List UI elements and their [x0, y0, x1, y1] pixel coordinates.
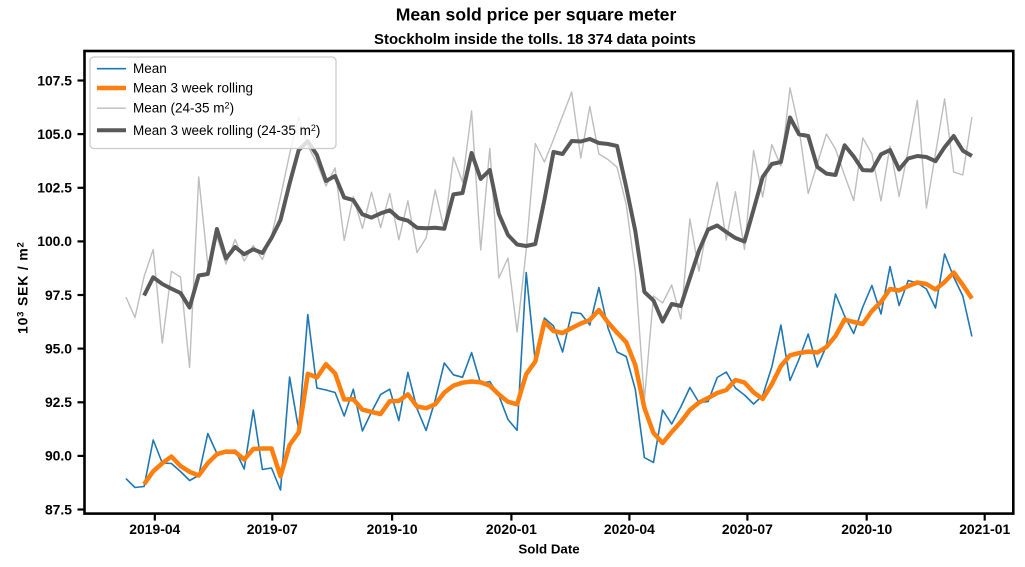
svg-text:97.5: 97.5 [45, 287, 72, 303]
svg-text:Mean 3 week rolling (24-35 m2): Mean 3 week rolling (24-35 m2) [133, 123, 320, 138]
svg-text:95.0: 95.0 [45, 340, 72, 356]
svg-text:Mean sold price per square met: Mean sold price per square meter [396, 5, 677, 25]
svg-text:100.0: 100.0 [37, 233, 72, 249]
svg-text:2019-04: 2019-04 [129, 521, 180, 537]
svg-text:87.5: 87.5 [45, 501, 72, 517]
svg-text:107.5: 107.5 [37, 72, 72, 88]
svg-text:103 SEK / m2: 103 SEK / m2 [15, 241, 31, 334]
svg-text:90.0: 90.0 [45, 448, 72, 464]
svg-text:2020-10: 2020-10 [841, 521, 892, 537]
svg-text:2019-07: 2019-07 [247, 521, 298, 537]
svg-text:Sold Date: Sold Date [518, 542, 579, 557]
svg-text:2021-01: 2021-01 [959, 521, 1010, 537]
svg-text:Stockholm inside the tolls. 18: Stockholm inside the tolls. 18 374 data … [374, 32, 696, 48]
svg-text:Mean: Mean [133, 61, 167, 76]
svg-text:92.5: 92.5 [45, 394, 72, 410]
svg-text:Mean 3 week rolling: Mean 3 week rolling [133, 81, 253, 96]
svg-text:102.5: 102.5 [37, 180, 72, 196]
svg-text:2019-10: 2019-10 [367, 521, 418, 537]
svg-text:2020-04: 2020-04 [604, 521, 655, 537]
svg-text:Mean (24-35 m2): Mean (24-35 m2) [133, 101, 234, 116]
svg-text:2020-07: 2020-07 [722, 521, 773, 537]
svg-text:105.0: 105.0 [37, 126, 72, 142]
svg-text:2020-01: 2020-01 [486, 521, 537, 537]
